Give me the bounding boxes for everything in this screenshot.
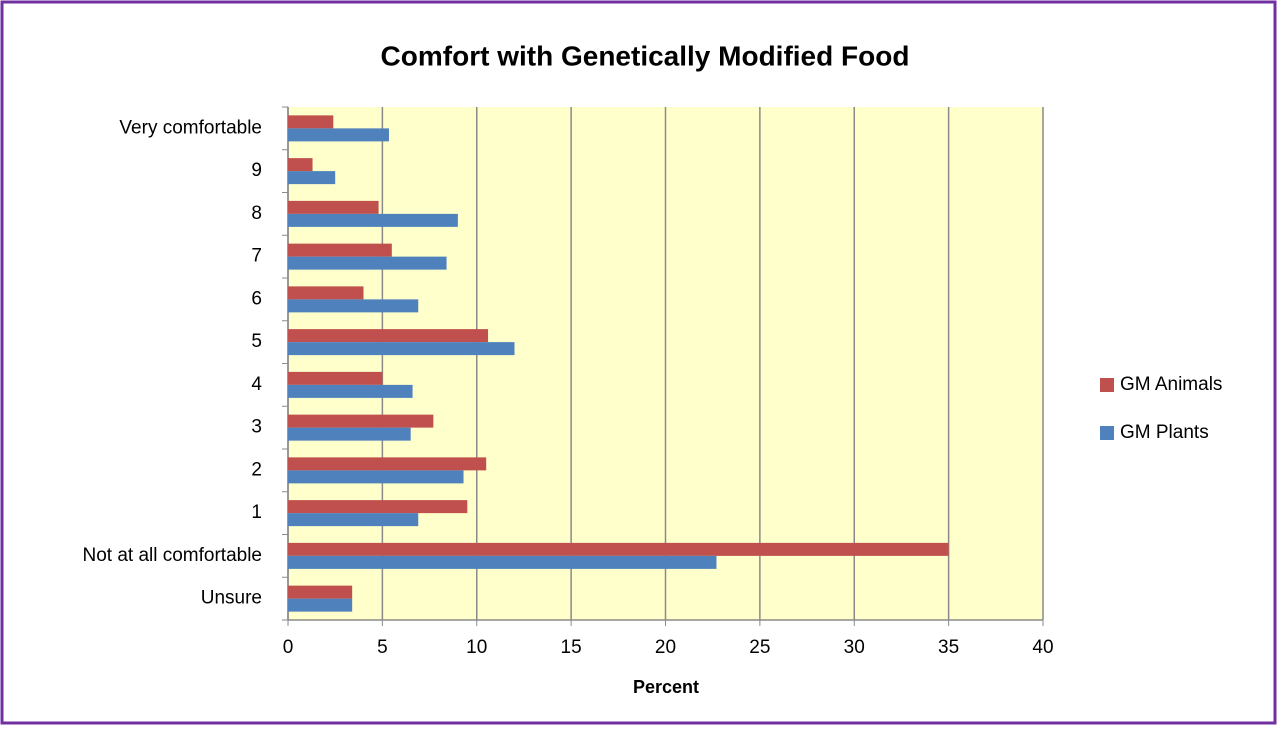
y-tick-label: Unsure — [201, 588, 262, 609]
x-tick-label: 15 — [561, 637, 582, 658]
y-tick-label: 4 — [251, 374, 262, 395]
bar — [288, 513, 419, 527]
x-tick-label: 0 — [283, 637, 294, 658]
y-tick-label: Not at all comfortable — [82, 545, 262, 566]
bar — [288, 371, 383, 385]
legend-swatch — [1100, 426, 1114, 440]
y-tick-label: 7 — [251, 246, 262, 267]
x-tick-label: 5 — [377, 637, 388, 658]
chart-title: Comfort with Genetically Modified Food — [381, 40, 910, 71]
x-tick-label: 20 — [655, 637, 676, 658]
bar — [288, 542, 949, 556]
x-tick-label: 40 — [1032, 637, 1053, 658]
x-tick-label: 25 — [749, 637, 770, 658]
bar — [288, 299, 419, 313]
bar — [288, 256, 447, 270]
x-tick-label: 35 — [938, 637, 959, 658]
bar — [288, 414, 434, 428]
y-tick-label: 6 — [251, 288, 262, 309]
x-tick-label: 10 — [466, 637, 487, 658]
legend-swatch — [1100, 378, 1114, 392]
y-tick-label: 3 — [251, 417, 262, 438]
bar — [288, 598, 353, 612]
y-tick-label: Very comfortable — [119, 117, 262, 138]
legend-label: GM Plants — [1120, 422, 1209, 443]
bar — [288, 384, 413, 398]
bar — [288, 158, 313, 172]
bar — [288, 171, 336, 185]
y-tick-label: 1 — [251, 502, 262, 523]
x-axis-title: Percent — [633, 677, 699, 697]
bar — [288, 427, 411, 441]
y-tick-label: 8 — [251, 203, 262, 224]
x-tick-label: 30 — [844, 637, 865, 658]
y-tick-label: 2 — [251, 459, 262, 480]
y-tick-label: 5 — [251, 331, 262, 352]
bar — [288, 555, 717, 569]
legend-label: GM Animals — [1120, 374, 1222, 395]
bar — [288, 200, 379, 214]
bar — [288, 470, 464, 484]
bar — [288, 286, 364, 300]
bar — [288, 457, 487, 471]
bar — [288, 213, 458, 227]
bar — [288, 342, 515, 356]
bar — [288, 329, 489, 343]
bar — [288, 585, 353, 599]
bar — [288, 115, 334, 129]
y-tick-label: 9 — [251, 160, 262, 181]
bar — [288, 128, 389, 142]
bar — [288, 243, 392, 257]
bar — [288, 500, 468, 514]
